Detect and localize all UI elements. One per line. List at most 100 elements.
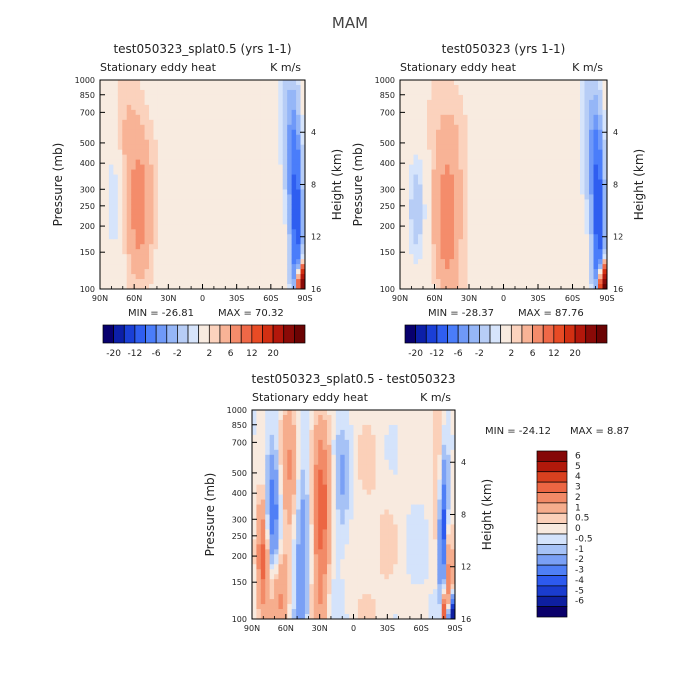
heatmap-cell: [566, 239, 572, 245]
heatmap-cell: [485, 144, 491, 151]
heatmap-cell: [589, 254, 594, 260]
heatmap-cell: [269, 80, 275, 86]
heatmap-cell: [117, 99, 123, 106]
heatmap-cell: [157, 144, 163, 151]
heatmap-cell: [318, 449, 324, 456]
heatmap-cell: [512, 169, 518, 175]
heatmap-cell: [252, 574, 257, 580]
heatmap-cell: [418, 224, 423, 230]
heatmap-cell: [300, 554, 306, 560]
heatmap-cell: [318, 509, 324, 515]
heatmap-cell: [490, 94, 495, 101]
heatmap-cell: [335, 549, 341, 555]
heatmap-cell: [436, 214, 441, 220]
heatmap-cell: [422, 119, 428, 126]
heatmap-cell: [557, 254, 563, 260]
heatmap-cell: [309, 484, 315, 491]
heatmap-cell: [318, 469, 324, 476]
heatmap-cell: [144, 134, 150, 141]
heatmap-cell: [300, 574, 306, 580]
heatmap-cell: [215, 274, 221, 280]
heatmap-cell: [264, 139, 270, 146]
heatmap-cell: [131, 194, 137, 200]
heatmap-cell: [122, 104, 128, 111]
heatmap-cell: [526, 114, 531, 121]
heatmap-cell: [472, 94, 477, 101]
heatmap-cell: [571, 80, 576, 86]
heatmap-cell: [287, 284, 293, 290]
heatmap-cell: [242, 199, 248, 205]
heatmap-cell: [589, 269, 594, 275]
heatmap-cell: [521, 254, 527, 260]
heatmap-cell: [287, 604, 293, 610]
heatmap-cell: [331, 529, 337, 535]
heatmap-cell: [162, 229, 168, 235]
heatmap-cell: [224, 184, 230, 190]
heatmap-cell: [490, 154, 495, 161]
heatmap-cell: [490, 84, 495, 91]
heatmap-cell: [327, 569, 332, 575]
heatmap-cell: [242, 164, 248, 170]
heatmap-cell: [422, 264, 428, 270]
heatmap-cell: [322, 614, 328, 620]
heatmap-cell: [584, 119, 590, 126]
heatmap-cell: [113, 284, 119, 290]
heatmap-cell: [251, 99, 257, 106]
heatmap-cell: [117, 214, 123, 220]
heatmap-cell: [260, 564, 266, 570]
heatmap-cell: [202, 254, 208, 260]
heatmap-cell: [598, 254, 603, 260]
heatmap-cell: [282, 274, 288, 280]
heatmap-cell: [251, 119, 257, 126]
heatmap-cell: [589, 259, 594, 265]
heatmap-cell: [344, 464, 350, 471]
heatmap-cell: [233, 279, 239, 285]
heatmap-cell: [282, 259, 288, 265]
heatmap-cell: [287, 499, 293, 505]
heatmap-cell: [202, 94, 208, 101]
heatmap-cell: [215, 249, 221, 255]
heatmap-cell: [440, 284, 446, 290]
heatmap-cell: [193, 129, 199, 136]
heatmap-cell: [566, 204, 572, 210]
heatmap-cell: [233, 194, 239, 200]
heatmap-cell: [104, 80, 110, 86]
heatmap-cell: [180, 184, 186, 190]
heatmap-cell: [184, 249, 190, 255]
heatmap-cell: [344, 424, 350, 431]
heatmap-cell: [431, 124, 437, 131]
heatmap-cell: [409, 139, 414, 146]
heatmap-cell: [440, 159, 446, 165]
heatmap-cell: [122, 214, 128, 220]
heatmap-cell: [598, 119, 603, 126]
heatmap-cell: [418, 154, 423, 161]
x-tick-label: 30S: [530, 294, 545, 303]
heatmap-cell: [206, 149, 212, 156]
heatmap-cell: [224, 274, 230, 280]
heatmap-cell: [344, 499, 350, 505]
heatmap-cell: [269, 454, 275, 461]
heatmap-cell: [304, 444, 310, 451]
heatmap-cell: [431, 264, 437, 270]
heatmap-cell: [309, 584, 315, 590]
heatmap-cell: [291, 219, 297, 225]
heatmap-cell: [162, 80, 168, 86]
p-tick-label: 1000: [375, 76, 395, 85]
heatmap-cell: [535, 259, 540, 265]
heatmap-cell: [184, 209, 190, 215]
heatmap-cell: [264, 249, 270, 255]
heatmap-cell: [220, 94, 226, 101]
heatmap-cell: [413, 264, 419, 270]
heatmap-cell: [282, 204, 288, 210]
heatmap-cell: [291, 229, 297, 235]
heatmap-cell: [206, 99, 212, 106]
heatmap-cell: [260, 154, 266, 161]
heatmap-cell: [553, 184, 558, 190]
heatmap-cell: [508, 99, 513, 106]
heatmap-cell: [296, 249, 301, 255]
heatmap-cell: [300, 269, 306, 275]
heatmap-cell: [260, 169, 266, 175]
heatmap-cell: [291, 199, 297, 205]
heatmap-cell: [322, 524, 328, 530]
heatmap-cell: [413, 224, 419, 230]
